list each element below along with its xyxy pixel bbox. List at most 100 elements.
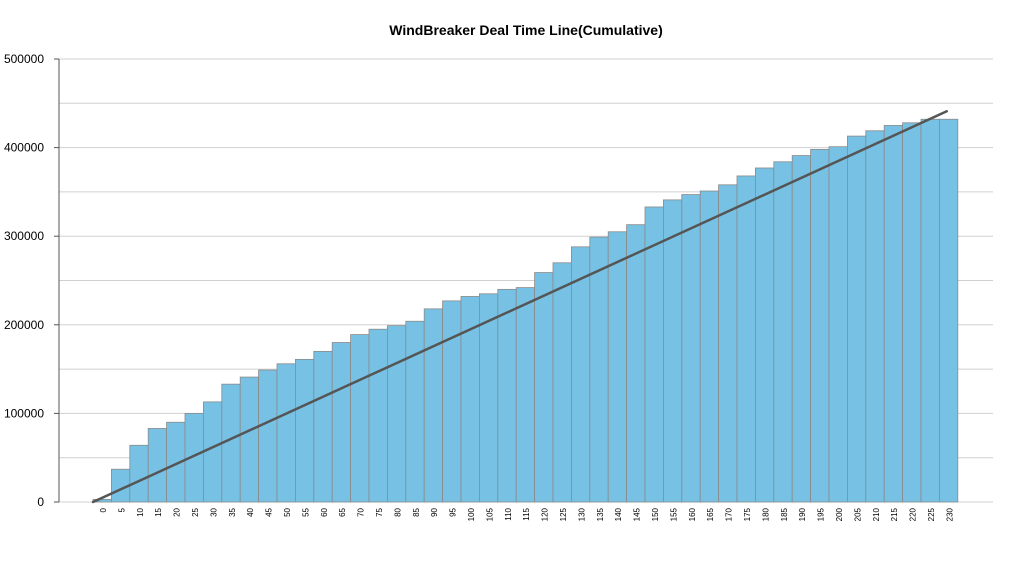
x-tick-label: 25 [191,507,200,516]
x-tick-label: 160 [688,507,697,521]
bar-85 [405,320,425,503]
x-tick-label: 225 [927,507,936,521]
axes: 0 100000 200000 300000 400000 500000 0 5 10 15 20 2… [4,52,954,521]
bar-200 [828,146,848,503]
x-tick-label: 135 [596,507,605,521]
bar-60 [313,350,333,503]
x-tick-label: 60 [320,507,329,516]
bar-180 [755,167,775,503]
bar-175 [736,175,756,503]
bar-45 [258,369,278,503]
bar-65 [331,342,352,503]
bar-115 [515,287,536,503]
bar-220 [902,122,922,503]
trend-line-group [91,110,949,504]
x-tick-label: 0 [99,507,108,512]
x-tick-label: 175 [743,507,752,521]
bar-15 [147,428,167,503]
x-tick-label: 170 [725,507,734,521]
bar-215 [883,125,904,503]
x-tick-label: 85 [412,507,421,516]
trend-line [91,110,949,504]
bar-55 [294,358,315,503]
bar-145 [626,224,646,503]
x-tick-label: 110 [504,507,513,520]
x-tick-label: 80 [393,507,402,516]
x-tick-label: 90 [430,507,439,516]
bar-75 [368,328,388,503]
x-tick-label: 120 [541,507,550,521]
bar-110 [497,288,517,503]
y-tick-label: 500000 [4,52,44,66]
bar-210 [865,130,885,503]
bar-70 [350,334,370,503]
bar-150 [644,206,664,503]
x-tick-label: 55 [301,507,310,516]
bar-120 [534,272,554,503]
x-tick-label: 145 [633,507,642,521]
bars [92,118,959,503]
bar-205 [847,135,867,503]
bar-40 [239,376,259,503]
x-tick-label: 105 [485,507,494,521]
y-tick-label: 100000 [4,406,44,420]
x-tick-label: 130 [577,507,586,521]
bar-225 [920,118,940,503]
x-tick-label: 125 [559,507,568,521]
bar-80 [386,325,407,503]
bar-155 [663,199,683,503]
bar-140 [607,231,628,503]
x-tick-label: 5 [117,507,126,512]
y-tick-label: 0 [37,495,44,509]
x-tick-label: 50 [283,507,292,516]
x-tick-label: 95 [449,507,458,516]
bar-165 [699,190,720,503]
bar-90 [423,308,444,503]
x-tick-label: 20 [173,507,182,516]
x-tick-label: 195 [817,507,826,521]
chart-title: WindBreaker Deal Time Line(Cumulative) [389,22,662,38]
x-tick-label: 65 [338,507,347,516]
x-tick-label: 220 [909,507,918,521]
y-tick-label: 400000 [4,141,44,155]
x-tick-label: 200 [835,507,844,521]
bar-185 [773,161,793,503]
x-tick-label: 185 [780,507,789,521]
bar-125 [552,262,572,503]
x-tick-label: 40 [246,507,255,516]
x-tick-label: 35 [228,507,237,516]
bar-130 [571,246,591,503]
x-tick-label: 215 [890,507,899,521]
bar-160 [681,194,701,503]
x-tick-label: 165 [706,507,715,521]
bar-10 [129,444,149,503]
x-tick-label: 30 [209,507,218,516]
bar-50 [276,363,296,503]
x-tick-label: 230 [945,507,954,521]
x-tick-label: 190 [798,507,807,521]
bar-95 [442,300,462,503]
bar-170 [718,184,738,503]
x-tick-label: 140 [614,507,623,521]
x-tick-label: 150 [651,507,660,521]
bar-195 [810,148,830,503]
x-tick-label: 205 [853,507,862,521]
bar-230 [939,118,959,503]
bar-135 [589,236,609,503]
y-tick-label: 300000 [4,229,44,243]
x-tick-label: 155 [669,507,678,521]
x-tick-label: 180 [761,507,770,521]
x-tick-label: 70 [357,507,366,516]
x-tick-label: 75 [375,507,384,516]
x-tick-label: 115 [522,507,531,520]
y-tick-label: 200000 [4,318,44,332]
bar-190 [791,155,812,503]
bar-30 [202,401,223,503]
x-tick-label: 10 [136,507,145,516]
x-tick-label: 15 [154,507,163,516]
x-tick-label: 45 [265,507,274,516]
x-tick-label: 100 [467,507,476,521]
x-tick-label: 210 [872,507,881,521]
